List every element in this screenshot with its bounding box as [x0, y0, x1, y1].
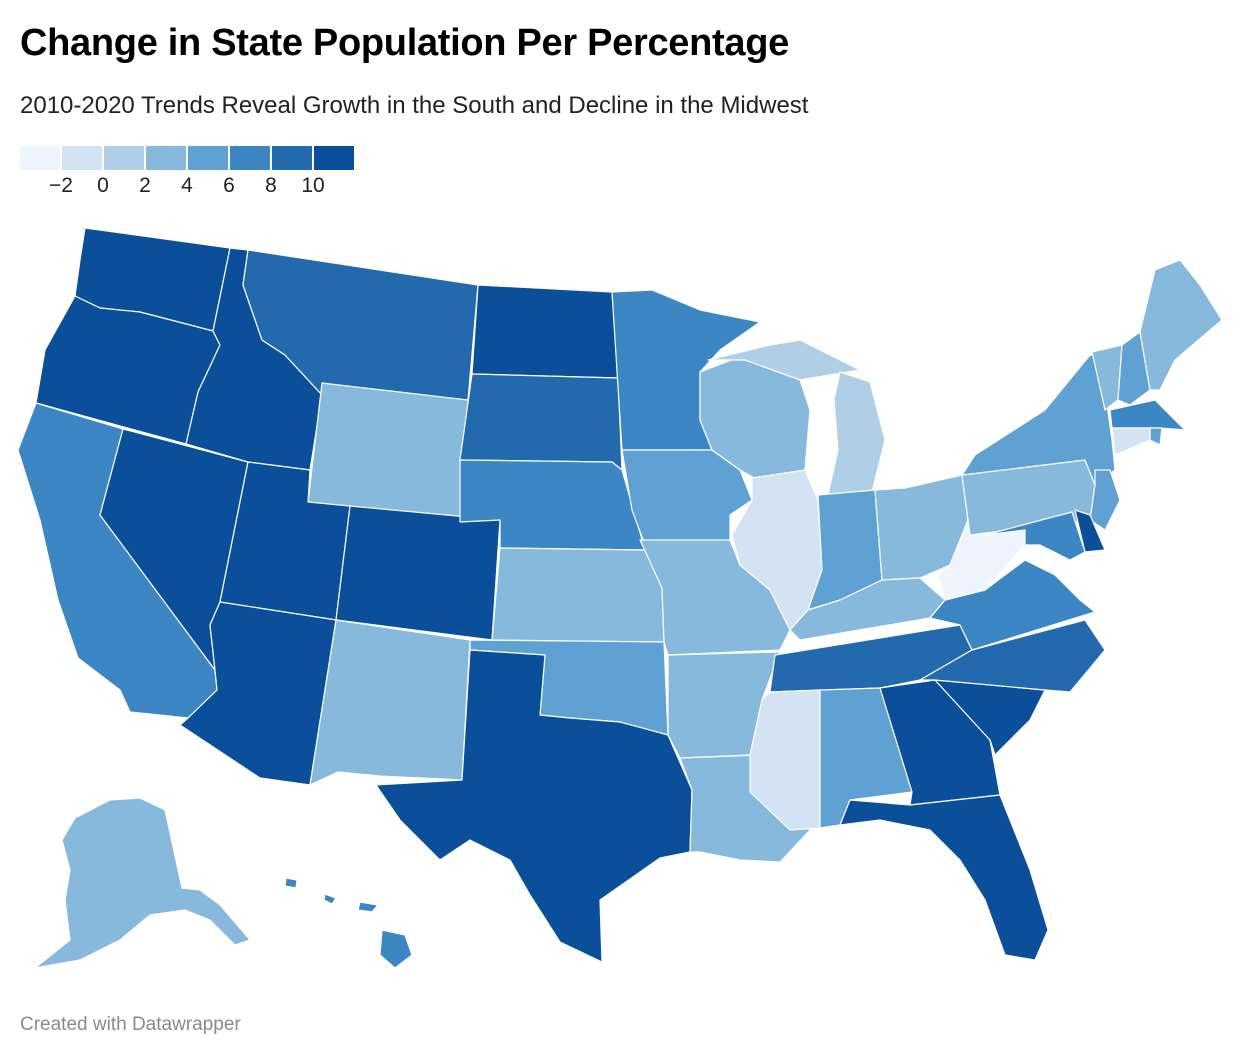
legend-swatch-6	[272, 146, 312, 170]
state-michigan-lower[interactable]	[827, 371, 886, 496]
legend-swatch-1	[62, 146, 102, 170]
legend-swatch-5	[230, 146, 270, 170]
legend-tick-label: 0	[97, 174, 109, 197]
state-south-dakota[interactable]	[459, 373, 623, 471]
legend-swatch-4	[188, 146, 228, 170]
state-north-carolina[interactable]	[919, 619, 1106, 693]
state-maryland[interactable]	[984, 511, 1086, 561]
state-delaware[interactable]	[1074, 509, 1106, 553]
legend-tick-label: 4	[181, 174, 193, 197]
state-massachusetts[interactable]	[1109, 399, 1186, 431]
legend-tick-label: 2	[139, 174, 151, 197]
state-hawaii[interactable]	[284, 877, 413, 969]
state-north-dakota[interactable]	[471, 284, 619, 379]
state-michigan-upper[interactable]	[707, 339, 861, 381]
state-colorado[interactable]	[335, 505, 501, 641]
us-choropleth-map	[17, 227, 1223, 969]
legend-tick-label: −2	[49, 174, 73, 197]
state-new-york[interactable]	[961, 354, 1116, 486]
map-title: Change in State Population Per Percentag…	[20, 22, 789, 64]
map-subtitle: 2010-2020 Trends Reveal Growth in the So…	[20, 92, 809, 119]
footer-credit: Created with Datawrapper	[20, 1014, 241, 1035]
state-new-hampshire[interactable]	[1117, 331, 1151, 406]
state-new-jersey[interactable]	[1089, 469, 1121, 531]
state-kansas[interactable]	[491, 547, 665, 643]
legend-swatch-0	[20, 146, 60, 170]
state-maine[interactable]	[1139, 259, 1223, 391]
state-wyoming[interactable]	[307, 382, 469, 523]
state-texas[interactable]	[375, 649, 693, 963]
state-connecticut[interactable]	[1111, 427, 1151, 456]
state-rhode-island[interactable]	[1149, 427, 1163, 446]
legend-tick-label: 8	[265, 174, 277, 197]
state-alaska[interactable]	[34, 797, 251, 969]
legend-swatch-3	[146, 146, 186, 170]
legend-tick-label: 6	[223, 174, 235, 197]
state-florida[interactable]	[839, 794, 1049, 961]
legend-swatch-2	[104, 146, 144, 170]
legend-swatch-7	[314, 146, 354, 170]
state-missouri[interactable]	[639, 539, 791, 656]
legend-tick-label: 10	[301, 174, 325, 197]
legend-swatches	[20, 146, 356, 170]
state-kentucky[interactable]	[789, 577, 946, 641]
state-new-mexico[interactable]	[309, 619, 471, 786]
color-legend: −2 0 2 4 6 8 10	[20, 146, 356, 200]
legend-ticks: −2 0 2 4 6 8 10	[20, 170, 356, 200]
